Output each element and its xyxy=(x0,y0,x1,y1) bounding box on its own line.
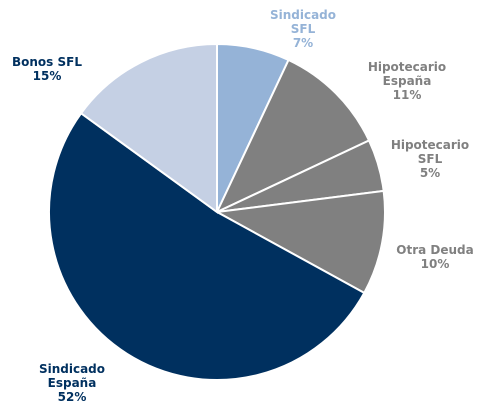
category-label: Otra Deuda xyxy=(396,243,474,257)
category-label: Hipotecario España xyxy=(367,60,447,88)
category-label: Sindicado España xyxy=(38,362,106,390)
slice-label: Otra Deuda 10% xyxy=(380,243,479,271)
value-label: 15% xyxy=(32,69,62,83)
value-label: 52% xyxy=(57,390,87,404)
value-label: 10% xyxy=(420,257,450,271)
pie-slice xyxy=(214,58,371,215)
value-label: 11% xyxy=(392,88,422,102)
category-label: Hipotecario SFL xyxy=(390,138,470,166)
category-label: Bonos SFL xyxy=(12,55,82,69)
slice-label: Sindicado España 52% xyxy=(36,362,108,404)
slice-label: Sindicado SFL 7% xyxy=(267,8,339,50)
value-label: 5% xyxy=(419,166,441,180)
value-label: 7% xyxy=(292,36,314,50)
slice-label: Hipotecario España 11% xyxy=(365,60,449,102)
slice-label: Hipotecario SFL 5% xyxy=(388,138,472,180)
slice-label: Bonos SFL 15% xyxy=(0,55,97,83)
pie-slice xyxy=(48,111,366,381)
category-label: Sindicado SFL xyxy=(269,8,337,36)
pie-slice xyxy=(79,42,218,214)
pie-slice xyxy=(213,189,386,295)
